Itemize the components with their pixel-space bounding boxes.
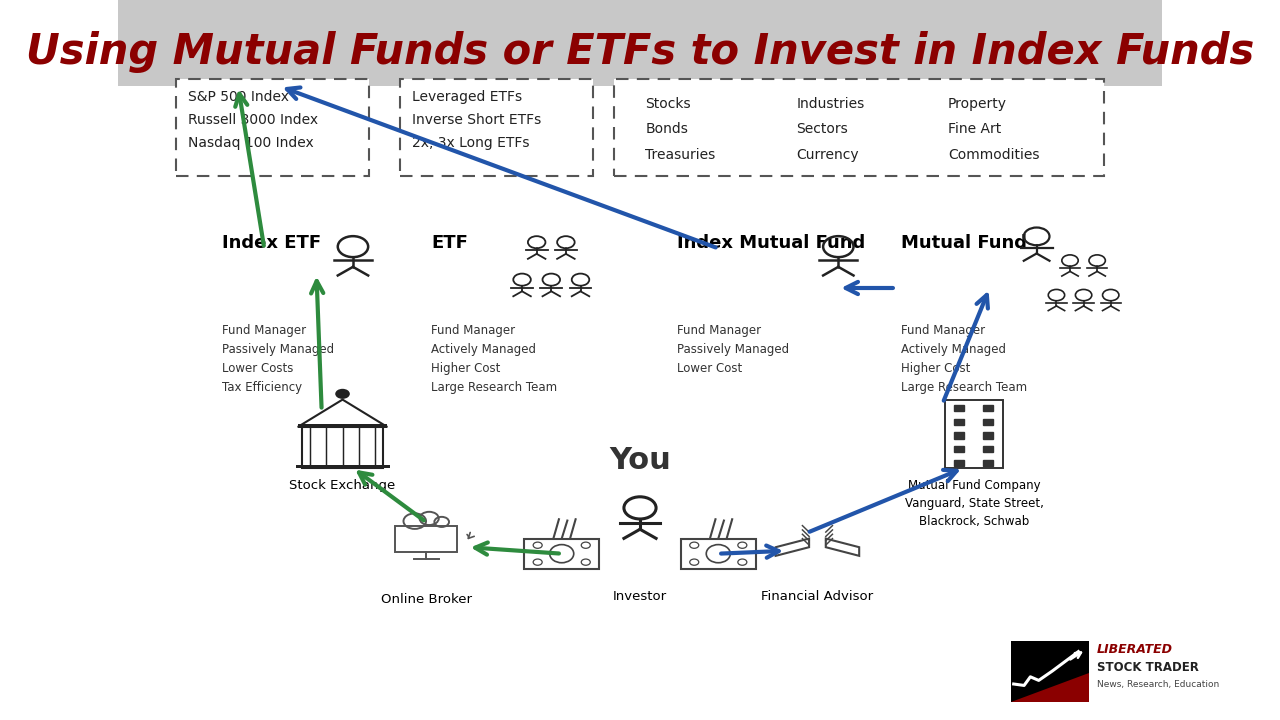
FancyBboxPatch shape	[614, 79, 1105, 176]
Bar	[1010, 641, 1089, 702]
Text: Online Broker: Online Broker	[380, 593, 471, 606]
Text: Stocks: Stocks	[645, 97, 691, 111]
Text: LIBERATED: LIBERATED	[1097, 643, 1174, 656]
Text: Financial Advisor: Financial Advisor	[762, 590, 873, 603]
Bar	[983, 446, 993, 452]
Text: Investor: Investor	[613, 590, 667, 603]
Text: Index ETF: Index ETF	[223, 234, 321, 252]
Text: S&P 500 Index
Russell 3000 Index
Nasdaq 100 Index: S&P 500 Index Russell 3000 Index Nasdaq …	[188, 90, 319, 150]
Text: Property: Property	[948, 97, 1007, 111]
Text: Leveraged ETFs
Inverse Short ETFs
2x, 3x Long ETFs: Leveraged ETFs Inverse Short ETFs 2x, 3x…	[412, 90, 541, 150]
Text: Fund Manager
Passively Managed
Lower Cost: Fund Manager Passively Managed Lower Cos…	[677, 324, 788, 375]
Bar	[983, 433, 993, 438]
Text: Currency: Currency	[796, 148, 859, 161]
Bar	[946, 400, 1002, 468]
Bar	[296, 464, 389, 468]
Bar	[524, 539, 599, 569]
Bar	[118, 0, 1162, 86]
Text: Fund Manager
Actively Managed
Higher Cost
Large Research Team: Fund Manager Actively Managed Higher Cos…	[901, 324, 1027, 394]
Text: Commodities: Commodities	[948, 148, 1039, 161]
Text: Mutual Fund: Mutual Fund	[901, 234, 1027, 252]
Text: You: You	[609, 446, 671, 475]
Bar	[983, 460, 993, 466]
Bar	[394, 526, 457, 552]
Text: Fund Manager
Actively Managed
Higher Cost
Large Research Team: Fund Manager Actively Managed Higher Cos…	[431, 324, 557, 394]
Bar	[954, 433, 964, 438]
Bar	[983, 419, 993, 425]
Text: Index Mutual Fund: Index Mutual Fund	[677, 234, 865, 252]
Circle shape	[335, 389, 349, 399]
Text: Mutual Fund Company
Vanguard, State Street,
Blackrock, Schwab: Mutual Fund Company Vanguard, State Stre…	[905, 479, 1043, 528]
Bar	[954, 446, 964, 452]
Text: Sectors: Sectors	[796, 122, 849, 136]
Bar	[298, 424, 388, 427]
Text: Fine Art: Fine Art	[948, 122, 1001, 136]
Text: Stock Exchange: Stock Exchange	[289, 479, 396, 492]
Text: Using Mutual Funds or ETFs to Invest in Index Funds: Using Mutual Funds or ETFs to Invest in …	[26, 31, 1254, 73]
Bar	[983, 405, 993, 411]
Text: ETF: ETF	[431, 234, 468, 252]
Bar	[118, 86, 1162, 90]
Bar	[954, 460, 964, 466]
Bar	[954, 405, 964, 411]
Bar	[302, 427, 383, 468]
Text: News, Research, Education: News, Research, Education	[1097, 680, 1220, 688]
Text: Fund Manager
Passively Managed
Lower Costs
Tax Efficiency: Fund Manager Passively Managed Lower Cos…	[223, 324, 334, 394]
FancyBboxPatch shape	[175, 79, 369, 176]
Bar	[954, 419, 964, 425]
FancyBboxPatch shape	[399, 79, 593, 176]
Text: Bonds: Bonds	[645, 122, 689, 136]
Text: STOCK TRADER: STOCK TRADER	[1097, 661, 1199, 674]
Text: Treasuries: Treasuries	[645, 148, 716, 161]
Bar	[681, 539, 756, 569]
Polygon shape	[1010, 673, 1089, 702]
Text: Industries: Industries	[796, 97, 865, 111]
